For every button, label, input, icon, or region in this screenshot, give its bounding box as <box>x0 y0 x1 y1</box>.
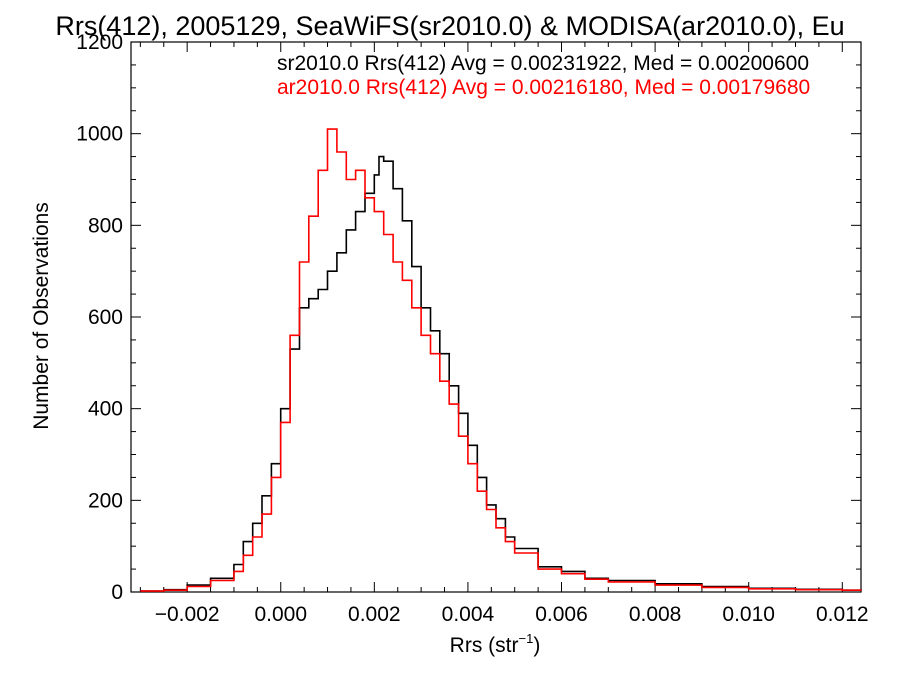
x-tick-label: 0.004 <box>442 603 495 626</box>
legend-entry-ar2010: ar2010.0 Rrs(412) Avg = 0.00216180, Med … <box>277 76 810 99</box>
x-tick-label: 0.006 <box>535 603 588 626</box>
series-line-sr2010 <box>140 155 862 592</box>
y-tick-label: 1000 <box>76 123 123 146</box>
y-tick-label: 800 <box>88 214 123 237</box>
plot-area: −0.002 0.000 0.002 0.004 0.006 0.008 0.010 0.01… <box>76 31 868 626</box>
x-tick-label: 0.012 <box>816 603 869 626</box>
y-tick-label: 200 <box>88 489 123 512</box>
y-axis-label: Number of Observations <box>30 202 53 430</box>
chart-title: Rrs(412), 2005129, SeaWiFS(sr2010.0) & M… <box>55 11 844 41</box>
y-tick-label: 400 <box>88 398 123 421</box>
series-line-ar2010 <box>140 128 862 592</box>
x-tick-label: −0.002 <box>155 603 220 626</box>
legend-entry-sr2010: sr2010.0 Rrs(412) Avg = 0.00231922, Med … <box>277 52 809 75</box>
x-tick-label: 0.002 <box>348 603 401 626</box>
x-tick-label: 0.000 <box>254 603 307 626</box>
x-axis-label-close: ) <box>533 634 540 657</box>
y-tick-label: 1200 <box>76 31 123 54</box>
y-tick-label: 600 <box>88 306 123 329</box>
y-tick-label: 0 <box>111 581 123 604</box>
x-axis-label: Rrs (str−1) <box>450 631 541 657</box>
x-tick-label: 0.010 <box>722 603 775 626</box>
x-tick-label: 0.008 <box>629 603 682 626</box>
x-axis-label-base: Rrs (str <box>450 634 519 657</box>
x-axis-label-superscript: −1 <box>519 631 534 646</box>
